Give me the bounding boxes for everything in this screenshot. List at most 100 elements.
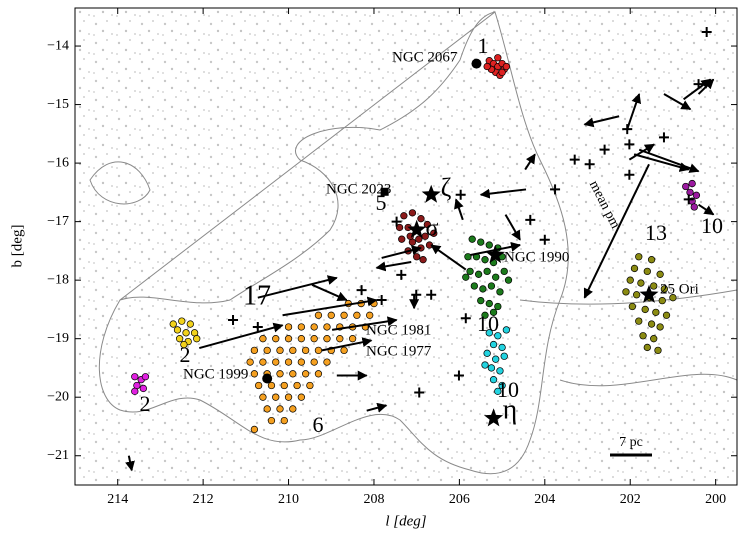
member-star bbox=[178, 317, 186, 325]
member-star bbox=[289, 405, 297, 413]
member-star bbox=[408, 209, 417, 217]
field-stars bbox=[75, 8, 737, 485]
cross-marker bbox=[658, 132, 669, 143]
member-star bbox=[306, 381, 314, 390]
proper-motion-arrow bbox=[199, 322, 284, 350]
proper-motion-arrow bbox=[697, 78, 715, 95]
member-star bbox=[487, 364, 496, 372]
annotation: σ bbox=[426, 216, 439, 242]
member-star bbox=[688, 179, 696, 188]
cluster-label: 2 bbox=[180, 342, 191, 367]
member-star bbox=[669, 294, 677, 302]
proper-motion-arrow bbox=[331, 316, 398, 331]
member-star bbox=[470, 282, 478, 290]
member-star bbox=[658, 296, 666, 305]
member-star bbox=[462, 273, 470, 281]
cross-marker bbox=[426, 289, 437, 300]
member-star bbox=[419, 256, 427, 264]
member-star bbox=[647, 256, 656, 264]
member-star bbox=[502, 326, 511, 334]
cross-marker bbox=[376, 295, 387, 306]
member-star bbox=[267, 416, 276, 425]
contours bbox=[89, 11, 738, 475]
cross-marker bbox=[569, 154, 580, 165]
x-tick-label: 214 bbox=[107, 492, 128, 507]
member-star bbox=[175, 335, 184, 343]
member-star bbox=[635, 253, 643, 261]
y-tick-label: −19 bbox=[47, 331, 69, 346]
cross-marker bbox=[539, 234, 550, 245]
member-star bbox=[504, 276, 513, 284]
member-star bbox=[643, 343, 651, 352]
member-star bbox=[272, 393, 280, 401]
bright-star bbox=[485, 245, 505, 264]
member-star bbox=[186, 320, 194, 328]
member-star bbox=[626, 276, 634, 284]
member-star bbox=[272, 358, 280, 366]
member-star bbox=[398, 235, 406, 243]
member-star bbox=[485, 241, 493, 249]
annotation: NGC 1977 bbox=[366, 343, 432, 359]
member-star bbox=[131, 387, 139, 396]
member-star bbox=[500, 352, 508, 360]
member-star bbox=[415, 235, 423, 243]
annotation: NGC 1990 bbox=[504, 249, 569, 265]
member-star bbox=[263, 346, 271, 355]
nebula-marker bbox=[380, 187, 389, 196]
y-axis-label: b [deg] bbox=[9, 225, 25, 268]
member-star bbox=[131, 373, 139, 381]
member-star bbox=[323, 323, 331, 331]
member-star bbox=[417, 215, 425, 223]
member-star bbox=[310, 358, 318, 366]
proper-motion-arrow bbox=[257, 275, 338, 299]
x-axis-label: l [deg] bbox=[385, 513, 426, 529]
member-star bbox=[654, 346, 662, 355]
cross-marker bbox=[624, 169, 635, 180]
proper-motion-arrow bbox=[366, 402, 388, 413]
member-star bbox=[690, 203, 698, 211]
member-star bbox=[366, 311, 374, 319]
proper-motion-arrow bbox=[628, 143, 655, 161]
cross-marker bbox=[252, 321, 263, 332]
bright-star bbox=[421, 184, 441, 203]
member-star bbox=[502, 62, 511, 71]
member-star bbox=[259, 358, 267, 366]
member-star bbox=[466, 267, 474, 276]
member-star bbox=[297, 335, 306, 343]
member-star bbox=[340, 346, 348, 355]
y-tick-label: −21 bbox=[47, 448, 69, 463]
cross-marker bbox=[455, 189, 466, 200]
member-star bbox=[481, 256, 489, 264]
cross-marker bbox=[584, 159, 595, 170]
cross-marker bbox=[460, 313, 471, 324]
member-star bbox=[327, 311, 335, 319]
member-star bbox=[301, 346, 310, 355]
member-star bbox=[348, 335, 357, 343]
proper-motion-arrow bbox=[479, 188, 527, 199]
proper-motion-arrow bbox=[430, 244, 467, 271]
x-tick-label: 202 bbox=[620, 492, 641, 507]
member-star bbox=[246, 358, 254, 366]
plot-frame bbox=[74, 7, 738, 486]
member-star bbox=[682, 182, 690, 191]
cluster-label: 10 bbox=[497, 377, 519, 402]
member-star bbox=[423, 220, 432, 229]
member-star bbox=[632, 291, 641, 299]
member-star bbox=[650, 282, 658, 290]
member-star bbox=[496, 288, 504, 296]
annotation: NGC 2067 bbox=[392, 49, 458, 65]
member-star bbox=[622, 288, 630, 296]
member-star bbox=[259, 393, 267, 401]
y-tick-label: −16 bbox=[47, 155, 69, 170]
cross-marker bbox=[599, 144, 610, 155]
annotation: NGC 2023 bbox=[326, 181, 391, 197]
member-star bbox=[314, 346, 323, 355]
annotation: η bbox=[503, 394, 518, 425]
member-star bbox=[630, 264, 639, 273]
member-star bbox=[494, 54, 502, 62]
member-star bbox=[492, 273, 500, 281]
member-star bbox=[498, 381, 506, 390]
member-star bbox=[647, 320, 656, 328]
member-star bbox=[656, 323, 664, 331]
member-star bbox=[494, 302, 502, 311]
